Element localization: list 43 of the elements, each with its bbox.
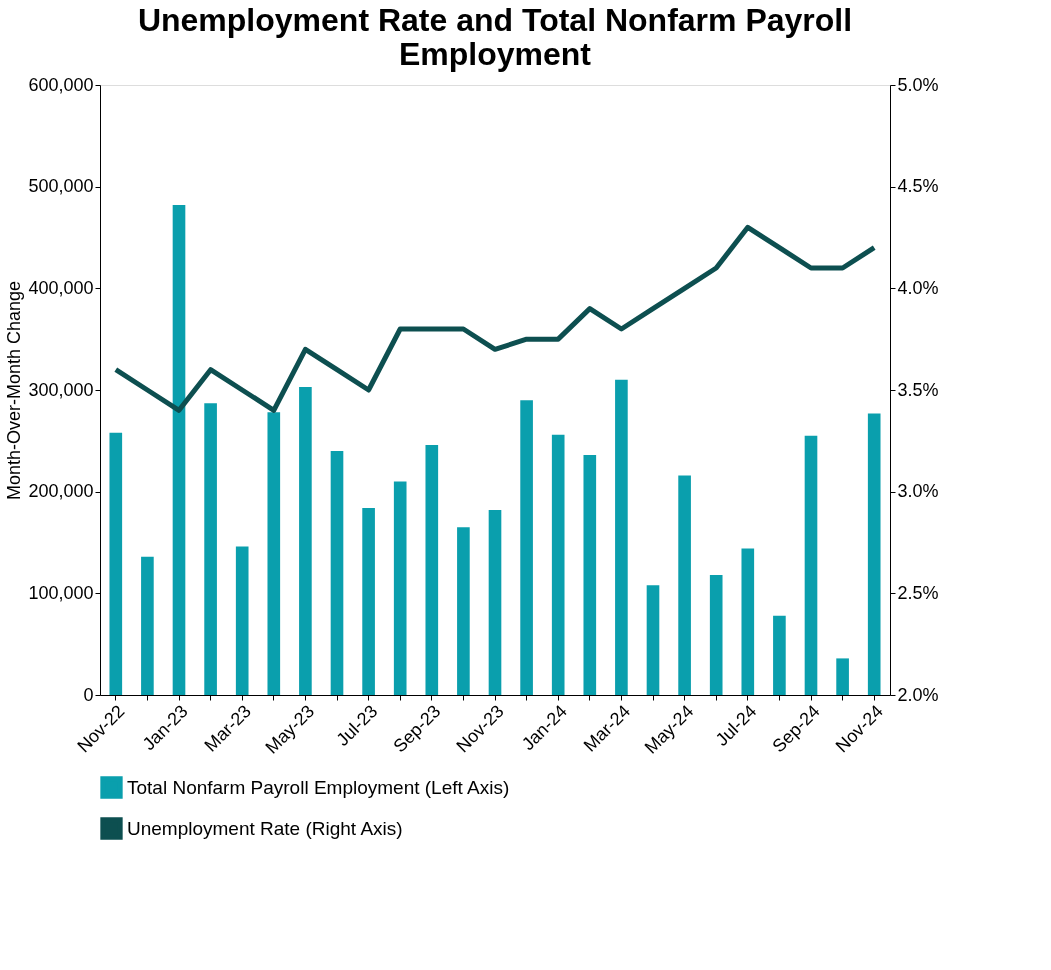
bar [488,509,502,695]
y2-tick-label: 3.0% [897,481,939,502]
bar [362,507,375,695]
y2-tick-label: 3.5% [897,379,939,400]
bar [299,386,312,695]
chart-title: Unemployment Rate and Total Nonfarm Payroll Employment [137,2,853,72]
bar [172,204,186,695]
bar [457,527,470,695]
bar [615,379,628,695]
bar [393,481,407,695]
bar [804,435,818,695]
bar [583,455,597,695]
y-tick-label: 200,000 [28,481,94,502]
bar [141,556,154,695]
bar [836,658,849,695]
bar [867,413,881,695]
y-tick-label: 500,000 [28,176,94,197]
bar [330,451,344,695]
y-tick-label: 100,000 [28,582,94,603]
y-axis-title: Month-Over-Month Change [4,280,25,501]
bar [709,575,723,695]
legend-label: Total Nonfarm Payroll Employment (Left Axis) [127,776,510,798]
y2-tick-label: 2.5% [897,582,939,603]
bar [551,434,565,695]
bar [741,548,755,695]
y-tick-label: 400,000 [28,277,94,298]
y-tick-label: 600,000 [28,74,94,95]
y2-tick-label: 2.0% [897,684,939,705]
y2-tick-label: 5.0% [897,74,939,95]
bar [646,585,660,695]
bar [267,412,281,695]
bar [204,403,217,695]
y-tick-label: 0 [83,684,94,705]
y-tick-label: 300,000 [28,379,94,400]
y2-tick-label: 4.5% [897,176,939,197]
bar [678,475,691,695]
bar [773,615,786,695]
bar [235,546,249,695]
y2-tick-label: 4.0% [897,277,939,298]
bar [520,400,533,695]
bar [425,444,439,695]
legend-label: Unemployment Rate (Right Axis) [127,817,403,839]
bar [109,432,123,695]
